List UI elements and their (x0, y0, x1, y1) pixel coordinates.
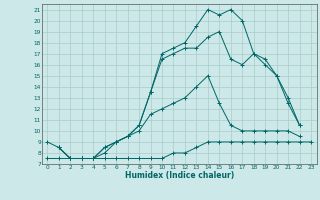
X-axis label: Humidex (Indice chaleur): Humidex (Indice chaleur) (124, 171, 234, 180)
